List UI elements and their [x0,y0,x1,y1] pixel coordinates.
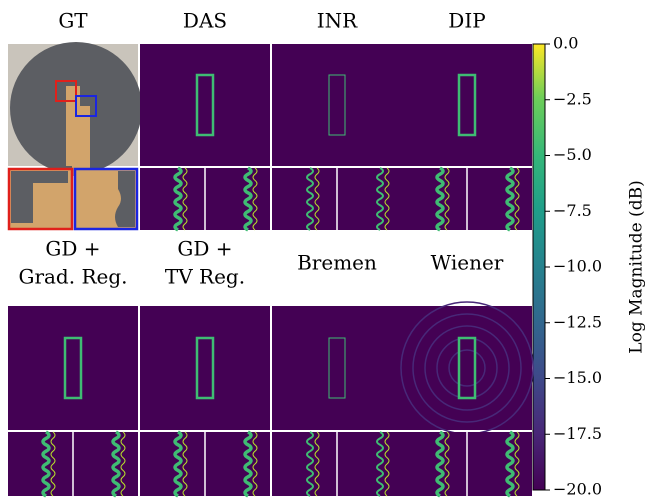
speckle [182,431,188,497]
ring [412,313,522,423]
speckle [252,167,258,231]
speckle [182,167,188,231]
roi-blue [75,95,97,117]
colorbar-label: Log Magnitude (dB) [627,180,647,353]
panel-title: Bremen [297,251,377,275]
panel-image [272,306,402,430]
target [457,336,477,400]
panel-title: GD + [45,237,100,261]
speckle [435,430,445,498]
speckle [111,430,121,498]
colorbar-tick-label: −15.0 [553,368,602,387]
panel-image [272,44,402,166]
target [63,336,83,400]
speckle [173,166,183,232]
colorbar-tick-label: −2.5 [553,89,592,108]
colorbar [532,43,546,491]
target [457,73,477,137]
speckle [376,167,384,231]
target [195,336,215,400]
speckle [444,167,450,231]
sample [66,86,90,176]
speckle [306,431,314,497]
zoom-bg [11,171,68,223]
speckle [252,431,258,497]
panel-title: Wiener [431,251,504,275]
speckle [384,431,390,497]
panel-image [140,306,270,430]
colorbar-tick-label: −7.5 [553,201,592,220]
zoom-bg [115,171,135,227]
speckle [243,430,253,498]
panel-title: GT [58,9,88,33]
target [328,74,346,136]
colorbar-tick-label: −10.0 [553,257,602,276]
panel-title: INR [317,9,358,33]
roi-red [55,80,77,102]
panel-title: DAS [183,9,227,33]
speckle [314,431,320,497]
panel-title: TV Reg. [165,265,245,289]
speckle [384,167,390,231]
speckle [243,166,253,232]
panel-image [140,44,270,166]
speckle [514,431,520,497]
ring [424,325,510,411]
colorbar-tick-label: −17.5 [553,424,602,443]
speckle [50,431,56,497]
panel-image [402,306,532,430]
speckle [41,430,51,498]
panel-image [402,44,532,166]
panel-image [8,306,138,430]
target [195,73,215,137]
panel-title: Grad. Reg. [18,265,127,289]
colorbar-tick-label: −5.0 [553,145,592,164]
speckle [435,166,445,232]
colorbar-tick-label: −20.0 [553,480,602,499]
panel-title: DIP [448,9,485,33]
speckle [314,167,320,231]
panel-title: GD + [177,237,232,261]
speckle [514,167,520,231]
speckle [306,167,314,231]
speckle [444,431,450,497]
colorbar-tick-label: −12.5 [553,312,602,331]
target [328,337,346,399]
ring [448,349,486,387]
speckle [505,430,515,498]
colorbar-tick-label: 0.0 [553,34,578,53]
speckle [376,431,384,497]
speckle [173,430,183,498]
speckle [120,431,126,497]
speckle [505,166,515,232]
